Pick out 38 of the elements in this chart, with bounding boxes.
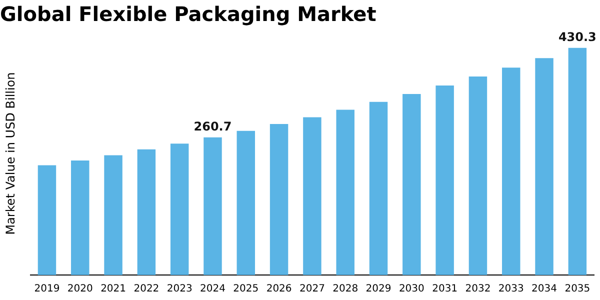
x-tick-label: 2022 [134, 284, 160, 295]
x-tick-label: 2030 [398, 284, 424, 295]
x-tick-label: 2027 [299, 284, 325, 295]
x-tick-label: 2026 [266, 284, 292, 295]
bar [568, 48, 587, 275]
x-tick-label: 2021 [100, 284, 126, 295]
x-tick-label: 2035 [564, 284, 590, 295]
bar [436, 86, 454, 275]
x-tick-label: 2033 [498, 284, 524, 295]
x-tick-label: 2031 [432, 284, 458, 295]
x-tick-label: 2023 [166, 284, 192, 295]
y-axis-title: Market Value in USD Billion [3, 72, 18, 235]
bar [336, 110, 354, 275]
bar [303, 117, 322, 275]
bar [402, 94, 421, 275]
bar [369, 102, 388, 275]
x-tick-label: 2025 [233, 284, 259, 295]
bar [535, 58, 554, 275]
bar [71, 160, 90, 275]
bar [170, 144, 189, 275]
x-tick-label: 2028 [332, 284, 358, 295]
x-tick-label: 2029 [366, 284, 392, 295]
x-tick-label: 2019 [34, 284, 60, 295]
bar [468, 76, 488, 275]
bar [104, 155, 122, 275]
bar [236, 130, 256, 275]
bar [502, 68, 520, 275]
x-tick-label: 2024 [200, 284, 226, 295]
bar [38, 165, 56, 275]
bar [270, 124, 288, 275]
chart-title: Global Flexible Packaging Market [0, 2, 377, 26]
data-label: 260.7 [194, 120, 232, 134]
bar [137, 149, 156, 275]
bar [204, 137, 222, 275]
x-tick-label: 2020 [67, 284, 93, 295]
data-label: 430.3 [558, 30, 596, 44]
x-tick-label: 2034 [532, 284, 557, 295]
x-tick-label: 2032 [465, 284, 491, 295]
